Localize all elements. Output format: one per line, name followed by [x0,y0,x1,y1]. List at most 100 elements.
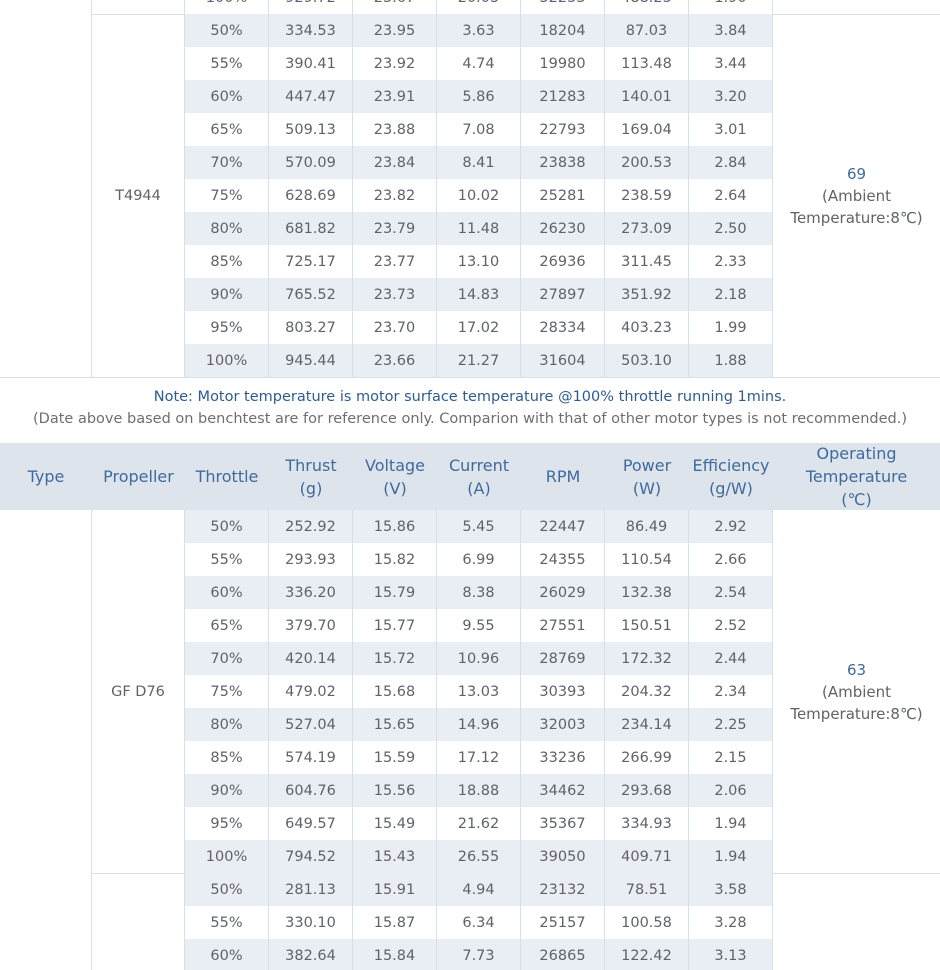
cell: 55% [185,906,269,939]
cell: 379.70 [269,609,353,642]
cell: 23132 [521,873,605,906]
header-cell: Power (W) [605,443,689,510]
cell: 33236 [521,741,605,774]
cell: 409.71 [605,840,689,873]
cell-text: 503.10 [621,352,672,369]
cell-text: 22793 [539,121,586,138]
cell-text: 2.15 [714,749,747,766]
cell-text: 509.13 [285,121,336,138]
cell: 13.03 [437,675,521,708]
cell-text: 172.32 [621,650,672,667]
cell-text: 15.91 [373,881,416,898]
cell: 80% [185,212,269,245]
cell: 60% [185,576,269,609]
cell-text: 65% [210,617,243,634]
cell: 22793 [521,113,605,146]
header-text: (g) [299,478,323,498]
type-cell [0,873,92,970]
cell-text: 60% [210,947,243,964]
cell-text: 26230 [539,220,586,237]
cell: 132.38 [605,576,689,609]
cell: 2.52 [689,609,773,642]
cell: 31604 [521,344,605,377]
cell: 15.59 [353,741,437,774]
cell-text: 11.48 [457,220,500,237]
cell: 9.55 [437,609,521,642]
cell: 21.62 [437,807,521,840]
cell-text: 55% [210,55,243,72]
cell-text: 945.44 [285,352,336,369]
cell: 3.28 [689,906,773,939]
cell-text: 420.14 [285,650,336,667]
cell: 6.99 [437,543,521,576]
cell-text: 281.13 [285,881,336,898]
cell-text: 15.68 [373,683,416,700]
cell-text: 32253 [539,0,585,6]
cell-text: 4.74 [462,55,495,72]
cell: 32253 [521,0,605,14]
cell: 3.84 [689,14,773,47]
note-line: (Date above based on benchtest are for r… [33,411,907,427]
cell-text: 6.34 [462,914,495,931]
note-line: Note: Motor temperature is motor surface… [153,389,787,405]
header-text: Thrust [285,455,337,475]
cell: 281.13 [269,873,353,906]
cell: 23.70 [353,311,437,344]
cell: 100.58 [605,906,689,939]
cell-text: 87.03 [625,22,668,39]
header-cell: Current (A) [437,443,521,510]
cell: 10.96 [437,642,521,675]
cell: 725.17 [269,245,353,278]
cell-text: 25157 [539,914,586,931]
cell-text: 23.77 [373,253,416,270]
cell: 527.04 [269,708,353,741]
cell: 3.01 [689,113,773,146]
cell-text: 3.20 [714,88,747,105]
cell: 681.82 [269,212,353,245]
cell-text: 293.93 [285,551,336,568]
header-text: Efficiency [692,455,770,475]
cell: 200.53 [605,146,689,179]
cell: 50% [185,14,269,47]
header-text: Type [27,467,65,486]
cell-text: 24355 [539,551,586,568]
cell-text: 794.52 [285,848,336,865]
cell: 65% [185,113,269,146]
cell: 1.88 [689,344,773,377]
cell-text: 65% [210,121,243,138]
cell: 488.25 [605,0,689,14]
cell-text: 2.54 [714,584,747,601]
cell-text: 604.76 [285,782,336,799]
cell: 23.88 [353,113,437,146]
cell-text: 8.38 [462,584,495,601]
header-text: Throttle [195,467,259,486]
header-cell: Propeller [92,443,185,510]
cell-text: 252.92 [285,518,336,535]
cell: 95% [185,807,269,840]
cell-text: 7.08 [462,121,495,138]
cell: 2.84 [689,146,773,179]
cell: 23.82 [353,179,437,212]
cell-text: 929.72 [285,0,336,6]
cell-text: 15.84 [373,947,416,964]
header-cell: Efficiency (g/W) [689,443,773,510]
cell-text: 15.86 [373,518,416,535]
cell: 23.77 [353,245,437,278]
cell-text: 382.64 [285,947,336,964]
cell-text: 28334 [539,319,586,336]
header-text: Propeller [103,467,174,486]
cell-text: 23.92 [373,55,416,72]
cell-text: 23.88 [373,121,416,138]
cell: 15.91 [353,873,437,906]
cell: 273.09 [605,212,689,245]
cell-text: 200.53 [621,154,672,171]
cell-text: 238.59 [621,187,672,204]
cell-text: 2.06 [714,782,747,799]
cell-text: 7.73 [462,947,495,964]
cell: 266.99 [605,741,689,774]
cell-text: 234.14 [621,716,672,733]
cell-text: 447.47 [285,88,336,105]
header-text: (V) [383,478,407,498]
cell: 55% [185,543,269,576]
